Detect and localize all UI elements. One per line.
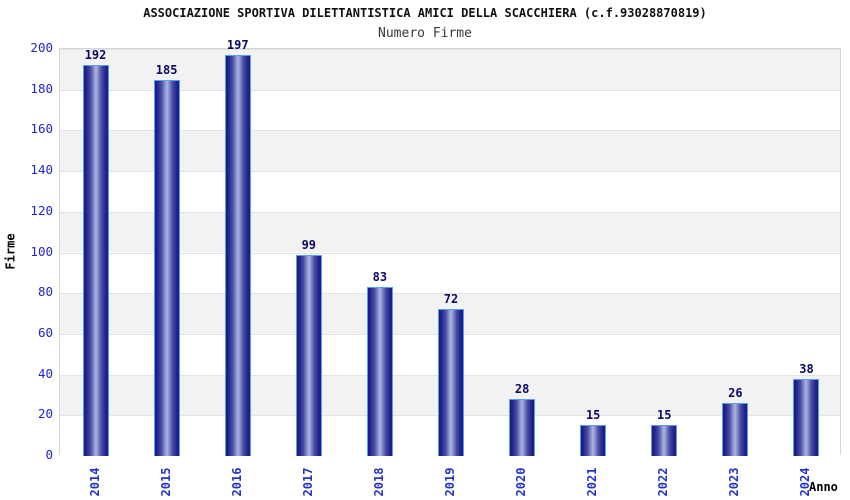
y-tick-label: 80 (37, 284, 53, 300)
bar-value-label: 99 (301, 237, 317, 252)
y-tick-label: 100 (30, 243, 53, 259)
x-tick-label: 2018 (371, 467, 386, 497)
grid-band (60, 252, 840, 294)
chart-title: ASSOCIAZIONE SPORTIVA DILETTANTISTICA AM… (143, 6, 707, 20)
x-tick-label: 2020 (514, 467, 529, 497)
bar-value-label: 192 (84, 48, 107, 63)
bar-2016 (224, 55, 251, 456)
grid-band (60, 130, 840, 172)
y-tick-label: 160 (30, 121, 53, 137)
grid-band (60, 211, 840, 253)
bar-value-label: 38 (799, 361, 814, 376)
y-tick-label: 60 (37, 324, 53, 340)
y-tick-label: 20 (37, 406, 53, 422)
y-tick-label: 120 (30, 202, 53, 218)
chart-subtitle: Numero Firme (378, 26, 472, 41)
y-tick-label: 180 (30, 80, 53, 96)
y-tick-label: 140 (30, 162, 53, 178)
x-tick-label: 2015 (158, 467, 173, 497)
bar-value-label: 28 (514, 382, 530, 397)
grid-band (60, 49, 840, 90)
bar-value-label: 197 (226, 38, 249, 53)
grid-band (60, 89, 840, 131)
bar-2018 (366, 287, 393, 456)
bar-value-label: 185 (155, 62, 178, 77)
x-tick-label: 2022 (656, 467, 671, 497)
x-tick-label: 2016 (229, 467, 244, 497)
x-axis-label: Anno (809, 480, 838, 494)
x-tick-label: 2019 (443, 467, 457, 497)
bar-value-label: 15 (657, 408, 672, 423)
bar-2017 (295, 254, 322, 456)
y-tick-label: 0 (45, 447, 53, 462)
x-tick-label: 2014 (87, 467, 102, 497)
bar-2021 (580, 425, 607, 456)
bar-value-label: 72 (443, 292, 459, 307)
bar-2014 (82, 65, 109, 456)
x-tick-label: 2023 (727, 467, 742, 497)
bar-value-label: 15 (585, 408, 601, 423)
bar-value-label: 26 (728, 386, 743, 401)
bar-2015 (153, 79, 180, 456)
y-tick-label: 200 (30, 40, 53, 55)
bar-value-label: 83 (372, 270, 388, 285)
grid-band (60, 171, 840, 212)
x-tick-label: 2017 (300, 467, 315, 497)
bar-2019 (438, 309, 464, 456)
bar-2024 (793, 378, 820, 456)
y-tick-label: 40 (37, 365, 53, 381)
plot-area: 192 185 197 99 83 72 28 15 15 26 38 (59, 38, 841, 456)
bar-2020 (509, 399, 536, 456)
bar-2022 (651, 425, 678, 456)
x-tick-label: 2021 (585, 467, 600, 497)
bar-2023 (722, 403, 749, 456)
